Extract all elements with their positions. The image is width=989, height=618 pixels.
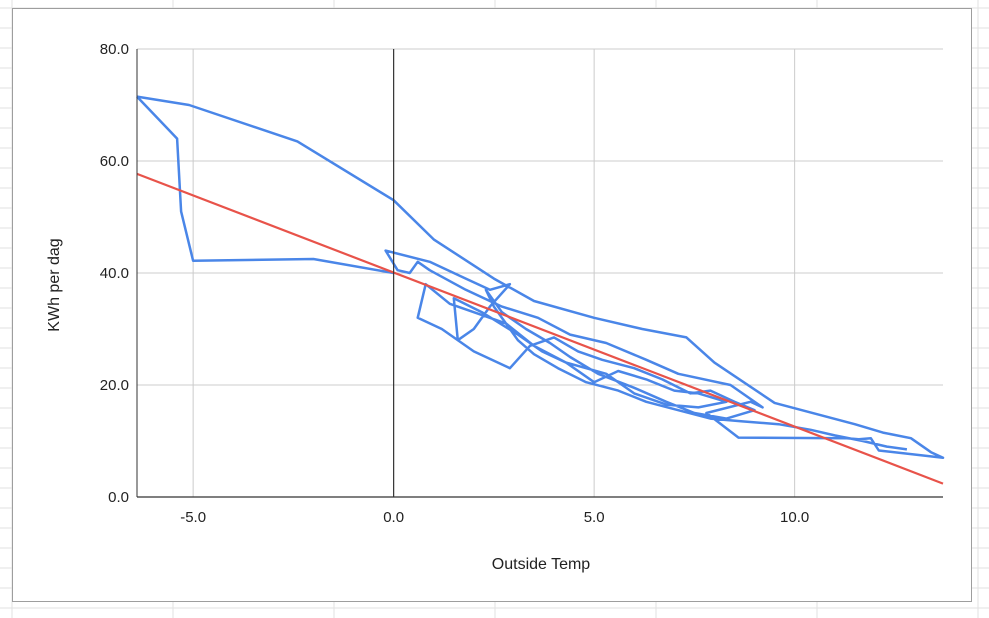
y-tick-label: 0.0 (108, 489, 129, 506)
series-lines (136, 95, 945, 485)
gridlines (137, 48, 943, 497)
chart-container[interactable]: 0.0 20.0 40.0 60.0 80.0 -5.0 0.0 5.0 10.0 Outsid… (12, 8, 972, 602)
x-tick-label: 10.0 (780, 509, 809, 526)
tick-labels: 0.0 20.0 40.0 60.0 80.0 -5.0 0.0 5.0 10.0 (100, 41, 809, 526)
x-tick-label: 0.0 (383, 509, 404, 526)
energy-series-loop-line (136, 95, 394, 275)
axes (136, 49, 943, 498)
line-chart: 0.0 20.0 40.0 60.0 80.0 -5.0 0.0 5.0 10.0 Outsid… (46, 41, 945, 573)
y-tick-label: 20.0 (100, 377, 129, 394)
y-tick-label: 60.0 (100, 153, 129, 170)
trendline (136, 172, 944, 485)
x-tick-label: 5.0 (584, 509, 605, 526)
energy-series-line (136, 95, 945, 460)
y-axis-title: KWh per dag (46, 238, 63, 331)
x-axis-title: Outside Temp (492, 556, 591, 573)
y-tick-label: 80.0 (100, 41, 129, 58)
y-tick-label: 40.0 (100, 265, 129, 282)
x-tick-label: -5.0 (180, 509, 206, 526)
